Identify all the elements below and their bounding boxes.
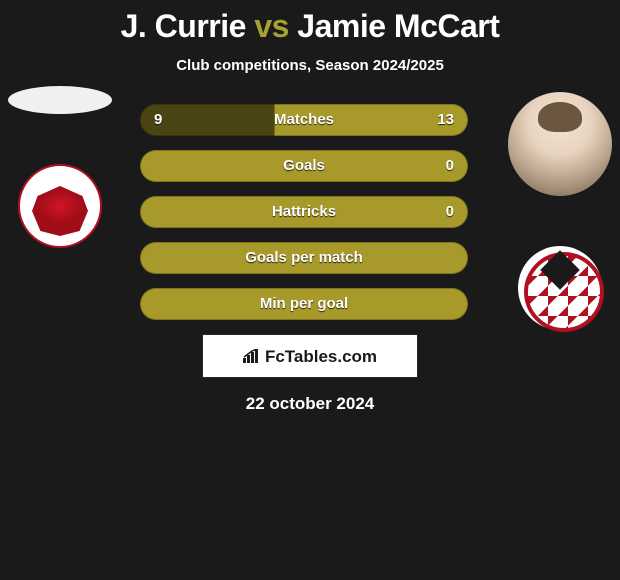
vs-text: vs (254, 8, 289, 44)
player2-avatar (508, 92, 612, 196)
stat-bar: Hattricks 0 (140, 196, 468, 228)
stat-label: Goals per match (245, 242, 363, 274)
stat-value-right: 0 (446, 196, 454, 228)
stat-bar: Goals 0 (140, 150, 468, 182)
watermark-text: FcTables.com (265, 347, 377, 366)
stat-value-right: 0 (446, 150, 454, 182)
stat-bar: 9 Matches 13 (140, 104, 468, 136)
stat-bars: 9 Matches 13 Goals 0 Hattricks 0 Goals per matc… (140, 104, 468, 320)
player1-club-crest-icon (18, 164, 102, 248)
stat-label: Goals (283, 150, 325, 182)
subtitle: Club competitions, Season 2024/2025 (0, 57, 620, 74)
stat-bar: Min per goal (140, 288, 468, 320)
stat-value-left: 9 (154, 104, 162, 136)
comparison-content: 9 Matches 13 Goals 0 Hattricks 0 Goals per matc… (0, 104, 620, 414)
stat-label: Min per goal (260, 288, 348, 320)
stat-bar: Goals per match (140, 242, 468, 274)
watermark: FcTables.com (202, 334, 418, 378)
stat-label: Hattricks (272, 196, 336, 228)
player2-name: Jamie McCart (297, 8, 499, 44)
player2-club-crest-icon (518, 246, 602, 330)
snapshot-date: 22 october 2024 (0, 394, 620, 414)
player1-name: J. Currie (121, 8, 246, 44)
chart-icon (243, 349, 261, 363)
stat-value-right: 13 (437, 104, 454, 136)
player1-avatar (8, 86, 112, 114)
comparison-title: J. Currie vs Jamie McCart (0, 0, 620, 45)
stat-label: Matches (274, 104, 334, 136)
